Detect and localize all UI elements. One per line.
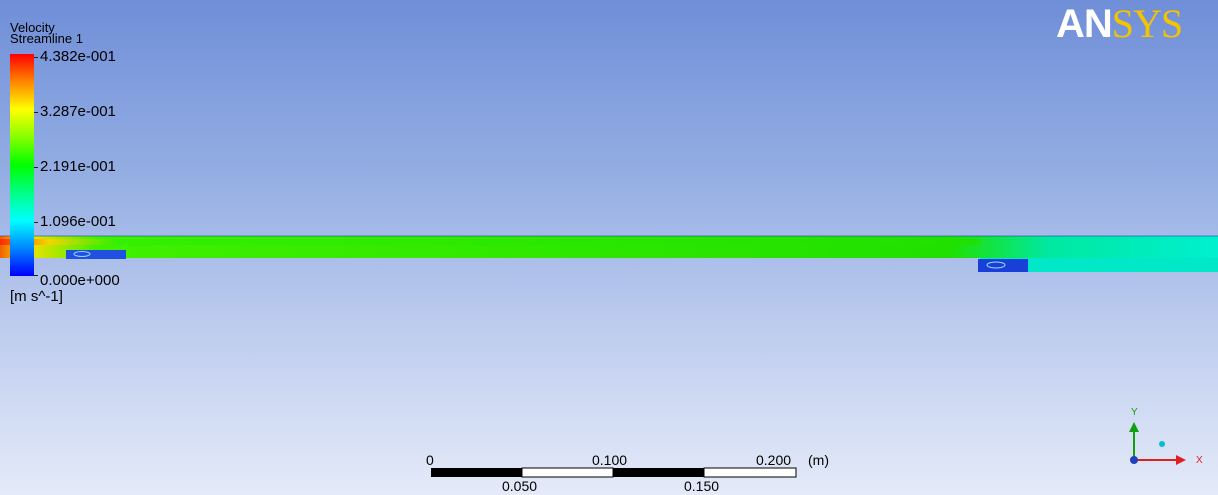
- legend-units: [m s^-1]: [10, 288, 63, 305]
- scale-label: 0.150: [684, 478, 720, 494]
- logo-part-1: AN: [1056, 2, 1113, 46]
- legend-tick-label: 1.096e-001: [40, 213, 116, 230]
- scale-label: 0.050: [502, 478, 538, 494]
- scale-label: 0.200: [756, 452, 792, 468]
- expansion-channel: [980, 258, 1218, 272]
- legend-tick: [34, 275, 38, 276]
- legend-tick-label: 0.000e+000: [40, 272, 120, 289]
- legend-tick-label: 2.191e-001: [40, 158, 116, 175]
- axis-y-label: Y: [1131, 407, 1138, 418]
- scale-unit: (m): [808, 452, 829, 468]
- scale-label: 0.100: [592, 452, 628, 468]
- legend-object: Streamline 1: [10, 31, 83, 46]
- recirculation-zone-2: [978, 259, 1028, 272]
- scale-label: 0: [426, 452, 434, 468]
- legend-tick-label: 4.382e-001: [40, 48, 116, 65]
- legend-tick: [34, 167, 38, 168]
- vortex-1: [73, 251, 91, 257]
- legend-tick: [34, 57, 38, 58]
- axis-triad[interactable]: Y X: [1110, 400, 1210, 480]
- recirculation-zone-1: [66, 250, 126, 259]
- legend-tick-label: 3.287e-001: [40, 103, 116, 120]
- axis-x-label: X: [1196, 455, 1203, 466]
- flow-core: [0, 239, 980, 245]
- ansys-logo: ANSYS: [1056, 1, 1183, 46]
- logo-part-2: SYS: [1111, 1, 1183, 46]
- color-legend-bar: [10, 54, 34, 276]
- legend-tick: [34, 112, 38, 113]
- legend-tick: [34, 222, 38, 223]
- vortex-2: [986, 261, 1006, 269]
- legend-variable: Velocity: [10, 20, 55, 35]
